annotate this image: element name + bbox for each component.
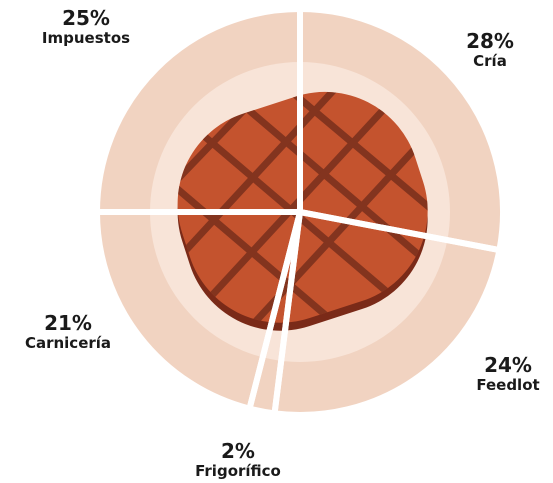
value-label: 25% [62,6,110,30]
value-label: 21% [44,311,92,335]
category-label: Cría [473,52,507,70]
value-label: 2% [221,439,255,463]
labels: 28%Cría 24%Feedlot 2%Frigorífico 21%Carnice… [25,6,540,480]
value-label: 28% [466,29,514,53]
slice [94,6,303,215]
value-label: 24% [484,353,532,377]
slice [297,6,506,254]
slices [94,6,506,418]
slice [271,209,503,418]
category-label: Feedlot [476,376,539,394]
category-label: Frigorífico [195,462,281,480]
category-label: Carnicería [25,334,111,352]
category-label: Impuestos [42,29,130,47]
slice [94,209,303,412]
